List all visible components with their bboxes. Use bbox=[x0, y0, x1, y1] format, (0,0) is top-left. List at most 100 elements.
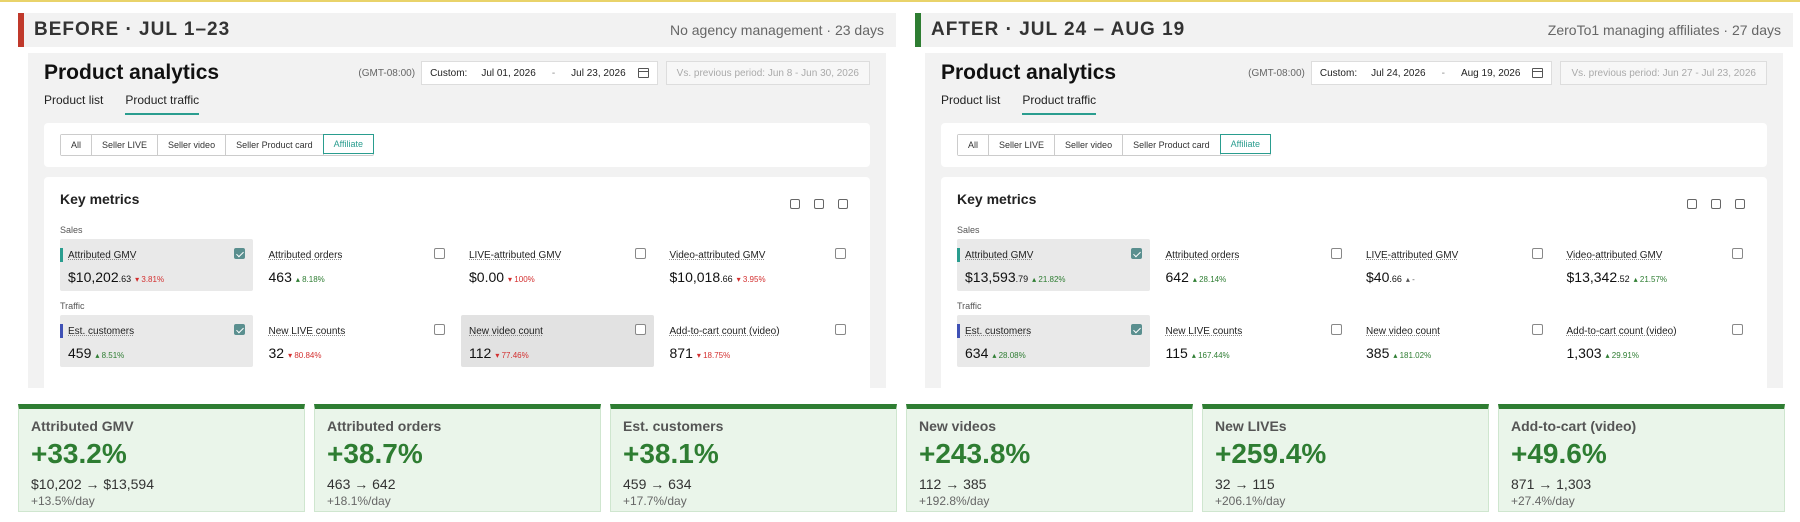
filter-affiliate[interactable]: Affiliate bbox=[1219, 134, 1271, 154]
metric-card[interactable]: Video-attributed GMV $13,342.52 ▴ 21.57% bbox=[1559, 239, 1752, 291]
metric-checkbox[interactable] bbox=[835, 324, 846, 335]
calendar-icon bbox=[1532, 68, 1544, 78]
metric-card[interactable]: Est. customers 634 ▴ 28.08% bbox=[957, 315, 1150, 367]
metric-value: 642 bbox=[1165, 269, 1189, 285]
metric-change: ▴ 21.82% bbox=[1032, 275, 1066, 284]
edit-icon[interactable] bbox=[1687, 199, 1697, 209]
download-icon[interactable] bbox=[1711, 199, 1721, 209]
key-metrics-card: Key metrics Sales Attributed GMV $10,202… bbox=[44, 177, 870, 388]
metric-name: Attributed orders bbox=[268, 250, 343, 261]
filter-affiliate[interactable]: Affiliate bbox=[322, 134, 374, 154]
date-end: Aug 19, 2026 bbox=[1460, 67, 1521, 79]
metric-checkbox[interactable] bbox=[1531, 248, 1543, 259]
metric-checkbox[interactable] bbox=[1732, 324, 1743, 335]
metric-card[interactable]: Add-to-cart count (video) 1,303 ▴ 29.91% bbox=[1559, 315, 1752, 367]
metric-checkbox[interactable] bbox=[233, 248, 245, 259]
metric-name: Est. customers bbox=[965, 326, 1032, 337]
metric-card[interactable]: Add-to-cart count (video) 871 ▾ 18.75% bbox=[662, 315, 855, 367]
sales-section-label: Sales bbox=[60, 225, 83, 235]
metric-card[interactable]: LIVE-attributed GMV $0.00 ▾ 100% bbox=[461, 239, 654, 291]
metric-checkbox[interactable] bbox=[434, 248, 445, 259]
date-range-label: Custom: bbox=[430, 67, 468, 79]
summary-percent: +259.4% bbox=[1215, 438, 1327, 469]
filter-seller-live[interactable]: Seller LIVE bbox=[989, 135, 1056, 155]
filter-seller-video[interactable]: Seller video bbox=[1055, 135, 1124, 155]
top-accent-line bbox=[0, 0, 1800, 2]
metric-checkbox[interactable] bbox=[1732, 248, 1743, 259]
summary-label: Attributed orders bbox=[327, 418, 442, 434]
filter-seller-product-card[interactable]: Seller Product card bbox=[1123, 135, 1221, 155]
summary-per-day: +192.8%/day bbox=[919, 494, 990, 508]
metric-checkbox[interactable] bbox=[233, 324, 245, 335]
metric-value: 459 bbox=[68, 345, 92, 361]
metric-change: ▴ 28.08% bbox=[992, 351, 1026, 360]
clipboard-icon[interactable] bbox=[1735, 199, 1745, 209]
metric-change: ▴ 21.57% bbox=[1633, 275, 1668, 284]
metric-value: $10,018 bbox=[669, 269, 721, 285]
metric-checkbox[interactable] bbox=[1331, 248, 1342, 259]
filter-all[interactable]: All bbox=[61, 135, 93, 155]
tab-product-list[interactable]: Product list bbox=[941, 93, 1001, 107]
metric-value: $13,593 bbox=[965, 269, 1016, 285]
summary-label: Add-to-cart (video) bbox=[1511, 418, 1637, 434]
metric-card[interactable]: Video-attributed GMV $10,018.66 ▾ 3.95% bbox=[662, 239, 855, 291]
metric-checkbox[interactable] bbox=[434, 324, 445, 335]
summary-per-day: +17.7%/day bbox=[623, 494, 687, 508]
summary-per-day: +18.1%/day bbox=[327, 494, 391, 508]
filter-all[interactable]: All bbox=[958, 135, 990, 155]
tab-product-traffic[interactable]: Product traffic bbox=[1022, 93, 1097, 115]
metric-card[interactable]: New LIVE counts 115 ▴ 167.44% bbox=[1158, 315, 1351, 367]
summary-per-day: +13.5%/day bbox=[31, 494, 95, 508]
metric-checkbox[interactable] bbox=[634, 248, 646, 259]
metric-value: 634 bbox=[965, 345, 989, 361]
metric-cents: .66 bbox=[720, 274, 733, 284]
download-icon[interactable] bbox=[814, 199, 824, 209]
metric-change: ▴ 8.18% bbox=[295, 275, 325, 284]
summary-label: New videos bbox=[919, 418, 997, 434]
summary-label: New LIVEs bbox=[1215, 418, 1287, 434]
metric-checkbox[interactable] bbox=[1531, 324, 1543, 335]
metric-card[interactable]: Attributed GMV $13,593.79 ▴ 21.82% bbox=[957, 239, 1150, 291]
tab-product-list[interactable]: Product list bbox=[44, 93, 104, 107]
tab-product-traffic[interactable]: Product traffic bbox=[125, 93, 200, 115]
metric-card[interactable]: LIVE-attributed GMV $40.66 ▴ - bbox=[1358, 239, 1551, 291]
clipboard-icon[interactable] bbox=[838, 199, 848, 209]
compare-period[interactable]: Vs. previous period: Jun 27 - Jul 23, 20… bbox=[1560, 61, 1767, 85]
page-title: Product analytics bbox=[941, 61, 1117, 84]
key-metrics-card: Key metrics Sales Attributed GMV $13,593… bbox=[941, 177, 1767, 388]
metric-card[interactable]: New video count 385 ▴ 181.02% bbox=[1358, 315, 1551, 367]
metric-checkbox[interactable] bbox=[634, 324, 646, 335]
metric-cents: .66 bbox=[1389, 274, 1402, 284]
filter-seller-product-card[interactable]: Seller Product card bbox=[226, 135, 324, 155]
metric-card[interactable]: New video count 112 ▾ 77.46% bbox=[461, 315, 654, 367]
traffic-metrics: Est. customers 459 ▴ 8.51% New LIVE count… bbox=[60, 315, 854, 367]
metric-card[interactable]: Attributed GMV $10,202.63 ▾ 3.81% bbox=[60, 239, 253, 291]
filter-seller-video[interactable]: Seller video bbox=[158, 135, 227, 155]
date-range-picker[interactable]: Custom: Jul 01, 2026 - Jul 23, 2026 bbox=[421, 61, 658, 85]
summary-from-to: 871 → 1,303 bbox=[1511, 476, 1592, 492]
metric-change: ▴ 167.44% bbox=[1191, 351, 1230, 360]
panel-header: AFTER · JUL 24 – AUG 19 ZeroTo1 managing… bbox=[915, 13, 1793, 47]
timezone-label: (GMT-08:00) bbox=[358, 67, 416, 79]
metric-checkbox[interactable] bbox=[1130, 248, 1142, 259]
metric-name: Add-to-cart count (video) bbox=[1566, 326, 1677, 337]
edit-icon[interactable] bbox=[790, 199, 800, 209]
date-range-picker[interactable]: Custom: Jul 24, 2026 - Aug 19, 2026 bbox=[1310, 61, 1553, 85]
summary-per-day: +27.4%/day bbox=[1511, 494, 1575, 508]
metric-cents: .63 bbox=[118, 274, 132, 284]
sales-section-label: Sales bbox=[957, 225, 980, 235]
timezone-label: (GMT-08:00) bbox=[1248, 67, 1305, 79]
metric-card[interactable]: Attributed orders 642 ▴ 28.14% bbox=[1158, 239, 1351, 291]
metric-card[interactable]: New LIVE counts 32 ▾ 80.84% bbox=[261, 315, 454, 367]
metric-card[interactable]: Est. customers 459 ▴ 8.51% bbox=[60, 315, 253, 367]
metric-change: ▴ 181.02% bbox=[1393, 351, 1432, 360]
compare-period[interactable]: Vs. previous period: Jun 8 - Jun 30, 202… bbox=[665, 61, 870, 85]
metric-checkbox[interactable] bbox=[1130, 324, 1142, 335]
summary-card: Attributed GMV +33.2% $10,202 → $13,594 … bbox=[18, 404, 305, 512]
metric-card[interactable]: Attributed orders 463 ▴ 8.18% bbox=[261, 239, 454, 291]
metric-checkbox[interactable] bbox=[1331, 324, 1342, 335]
metric-checkbox[interactable] bbox=[835, 248, 846, 259]
metric-change: ▴ 8.51% bbox=[95, 351, 125, 360]
metric-change: ▾ 100% bbox=[508, 275, 535, 284]
filter-seller-live[interactable]: Seller LIVE bbox=[92, 135, 159, 155]
